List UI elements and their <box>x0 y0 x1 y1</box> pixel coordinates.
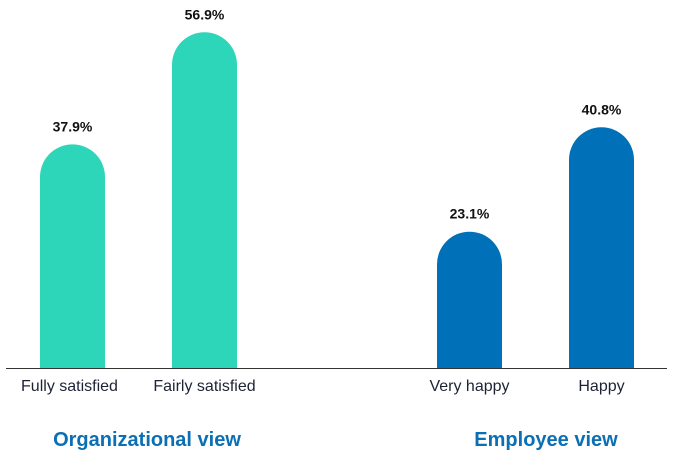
bar-fairly-satisfied <box>172 32 237 368</box>
category-label: Happy <box>578 378 624 395</box>
bar-fully-satisfied <box>40 144 105 368</box>
category-label: Very happy <box>429 378 509 395</box>
group-label-organizational: Organizational view <box>53 429 241 451</box>
bar-happy <box>569 127 634 368</box>
data-label: 56.9% <box>185 6 225 22</box>
category-label: Fairly satisfied <box>153 378 255 395</box>
data-label: 37.9% <box>53 118 93 134</box>
data-label: 40.8% <box>582 101 622 117</box>
data-label: 23.1% <box>450 206 490 222</box>
bar-very-happy <box>437 231 502 368</box>
category-label: Fully satisfied <box>21 378 118 395</box>
group-label-employee: Employee view <box>474 429 618 451</box>
